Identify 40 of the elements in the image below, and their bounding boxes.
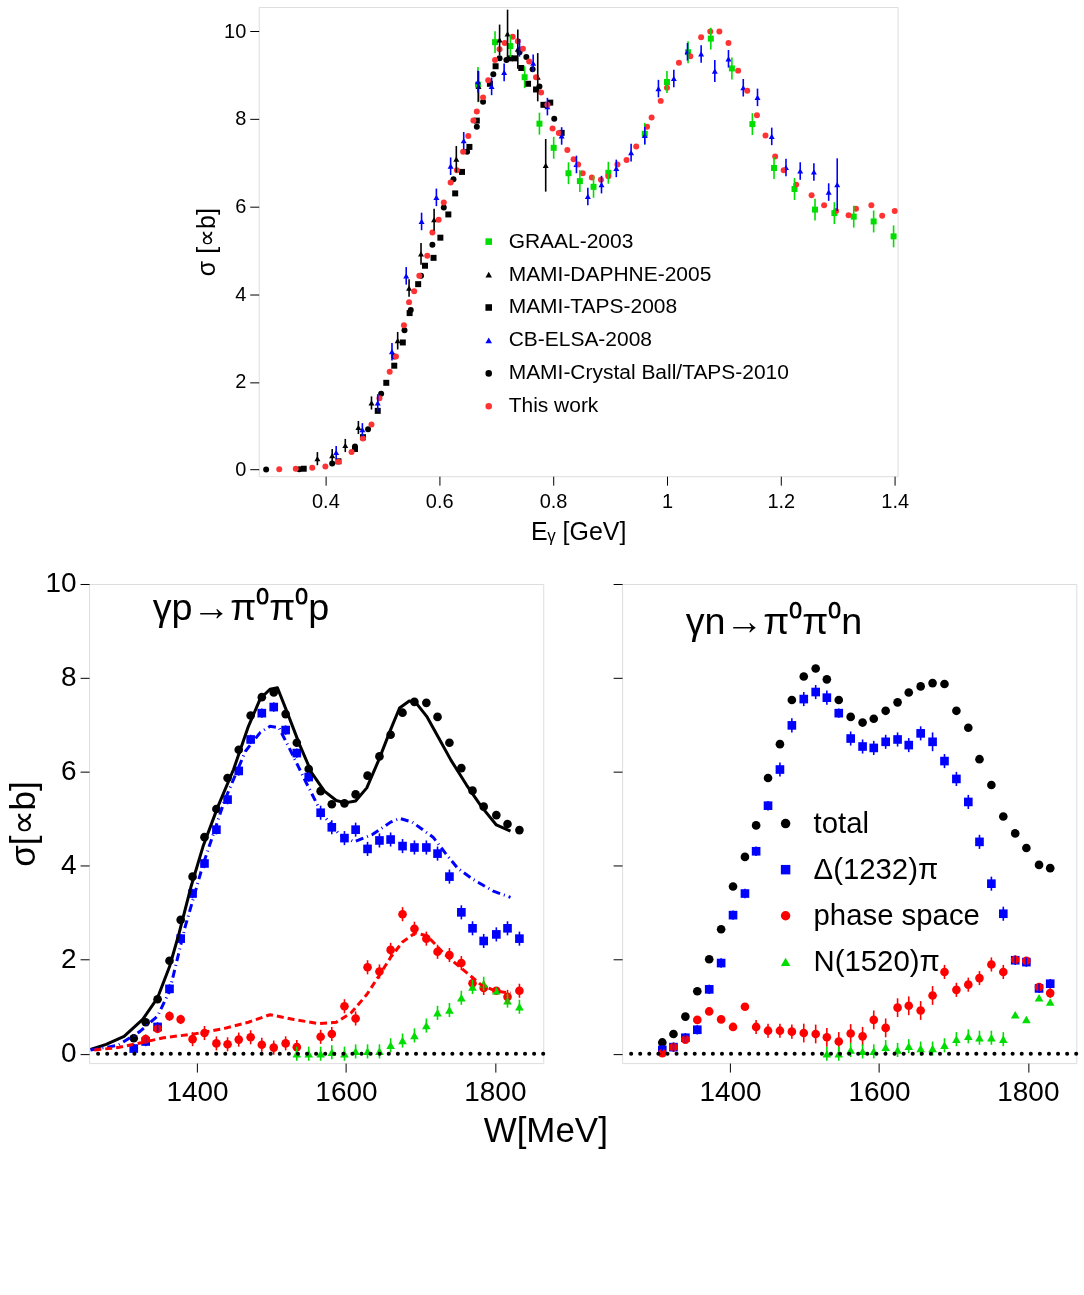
x-tick-label: 1 <box>661 489 674 512</box>
y-tick-label: 2 <box>61 943 77 975</box>
x-tick-label: 1.2 <box>767 489 796 512</box>
y-tick-label: 2 <box>235 370 247 393</box>
legend-label: total <box>813 805 869 839</box>
y-tick-label: 6 <box>61 755 77 787</box>
y-tick-label: 8 <box>61 661 77 693</box>
legend-label: This work <box>508 393 599 417</box>
x-tick-label: 1800 <box>997 1075 1060 1107</box>
legend-label: GRAAL-2003 <box>508 228 634 252</box>
legend-label: MAMI-TAPS-2008 <box>508 294 678 318</box>
y-tick-label: 10 <box>224 19 247 42</box>
y-axis-title: σ[∝b] <box>2 781 42 867</box>
legend-label: MAMI-Crystal Ball/TAPS-2010 <box>508 360 789 384</box>
y-tick-label: 0 <box>235 458 247 481</box>
legend-label: MAMI-DAPHNE-2005 <box>508 261 712 285</box>
x-axis-title: Eᵧ [GeV] <box>530 516 627 545</box>
legend-label: phase space <box>813 897 980 931</box>
y-tick-label: 0 <box>61 1037 77 1069</box>
legend-label: CB-ELSA-2008 <box>508 327 652 351</box>
x-tick-label: 1600 <box>848 1075 911 1107</box>
x-tick-label: 1400 <box>166 1075 229 1107</box>
y-tick-label: 4 <box>235 282 247 305</box>
y-axis-title: σ [∝b] <box>192 208 221 277</box>
x-tick-label: 0.4 <box>311 489 340 512</box>
chart-title: γn→π⁰π⁰n <box>685 599 863 642</box>
legend-label: Δ(1232)π <box>813 851 939 885</box>
legend-label: N(1520)π <box>813 943 940 977</box>
x-tick-label: 1400 <box>699 1075 762 1107</box>
chart-title: γp→π⁰π⁰p <box>152 586 330 629</box>
y-tick-label: 8 <box>235 107 247 130</box>
y-tick-label: 6 <box>235 195 247 218</box>
x-tick-label: 1800 <box>464 1075 527 1107</box>
y-tick-label: 10 <box>45 567 77 599</box>
x-tick-label: 0.6 <box>425 489 454 512</box>
x-tick-label: 1600 <box>315 1075 378 1107</box>
x-tick-label: 1.4 <box>881 489 910 512</box>
y-tick-label: 4 <box>61 849 77 881</box>
x-tick-label: 0.8 <box>539 489 568 512</box>
x-axis-title: W[MeV] <box>483 1110 608 1150</box>
